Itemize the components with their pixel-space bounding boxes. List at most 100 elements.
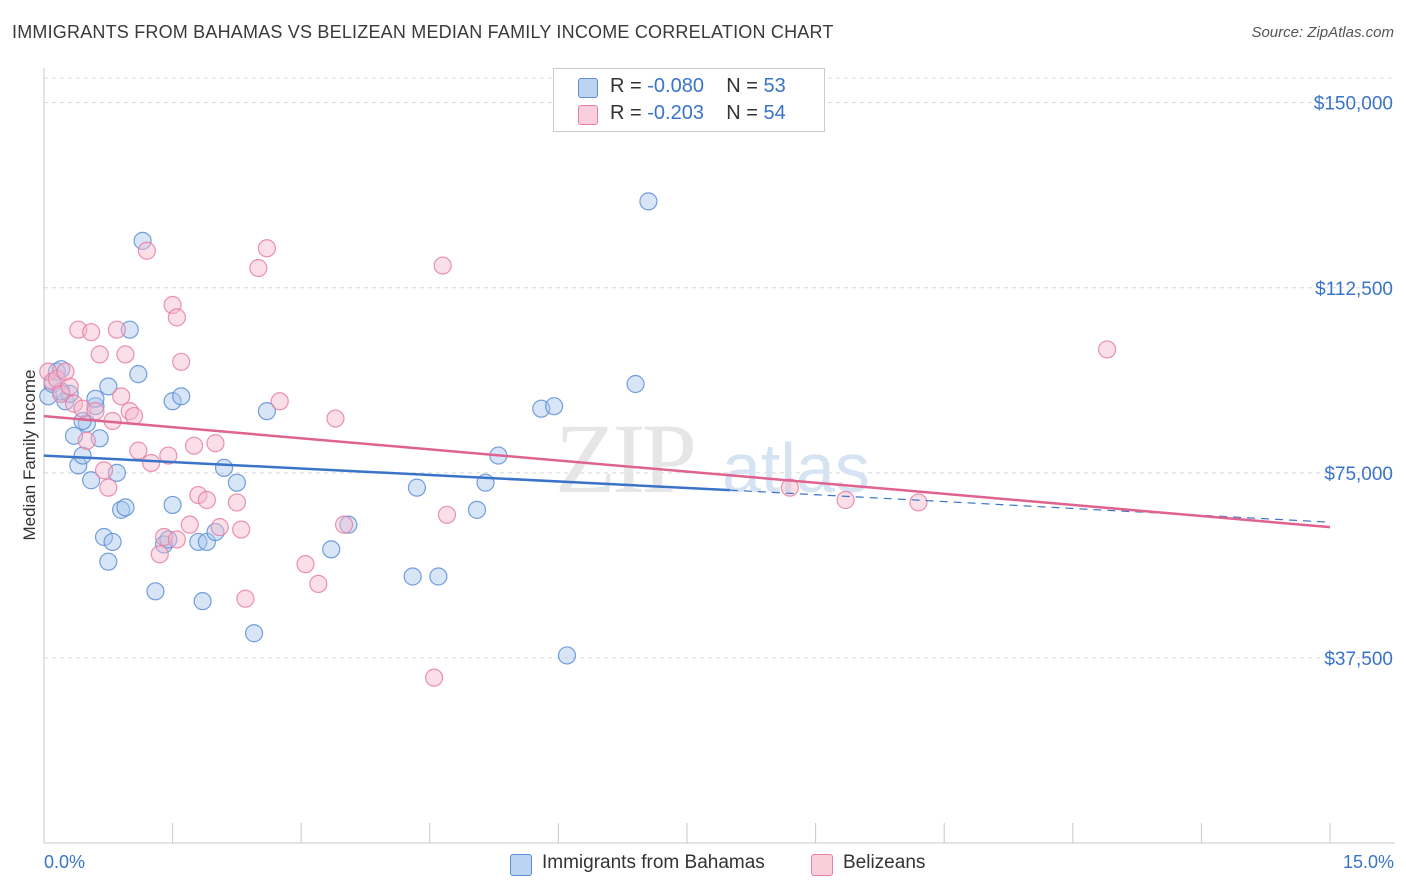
y-tick-label: $112,500 (1315, 279, 1393, 300)
data-point-belizeans (210, 518, 229, 537)
y-tick-label: $150,000 (1314, 94, 1393, 115)
data-point-bahamas (407, 478, 427, 497)
data-point-bahamas (99, 552, 118, 571)
data-point-belizeans (124, 406, 144, 426)
legend-r-label: R = (610, 75, 642, 97)
data-point-belizeans (433, 256, 452, 275)
y-tick-labels: $37,500 $75,000 $112,500 $150,000 (1314, 94, 1393, 670)
data-point-bahamas (467, 500, 487, 519)
data-point-belizeans (309, 574, 328, 593)
x-tick-label-min: 0.0% (44, 852, 86, 872)
data-point-belizeans (296, 555, 315, 574)
data-point-bahamas (116, 498, 135, 517)
watermark-zip: ZIP (555, 403, 693, 514)
data-point-bahamas (103, 532, 122, 552)
series-belizeans-points (39, 239, 1117, 687)
trend-line-belizeans (43, 414, 1331, 529)
y-axis-label: Median Family Income (20, 369, 39, 541)
data-point-belizeans (232, 520, 251, 539)
data-point-bahamas (73, 446, 92, 465)
grid-lines (44, 77, 1395, 659)
data-point-bahamas (626, 374, 645, 394)
data-point-belizeans (836, 490, 855, 510)
data-point-belizeans (82, 323, 101, 342)
data-point-belizeans (167, 308, 186, 327)
data-point-belizeans (56, 362, 75, 381)
data-point-belizeans (107, 320, 126, 339)
data-point-bahamas (133, 231, 152, 250)
legend-swatch-pink (811, 854, 833, 876)
data-point-belizeans (172, 352, 191, 371)
data-point-belizeans (116, 345, 135, 364)
data-point-bahamas (639, 192, 658, 211)
data-point-belizeans (334, 515, 354, 534)
data-point-bahamas (163, 392, 182, 411)
legend-swatch-blue (510, 854, 532, 876)
data-point-belizeans (197, 490, 216, 510)
data-point-bahamas (99, 377, 118, 396)
data-point-belizeans (180, 515, 199, 534)
data-point-bahamas (322, 540, 341, 559)
trend-line-bahamas-extension (729, 489, 1331, 523)
y-tick-label: $37,500 (1324, 649, 1393, 670)
data-point-belizeans (94, 461, 114, 480)
data-point-belizeans (1097, 340, 1117, 359)
data-point-belizeans (167, 530, 186, 549)
legend-r-value: -0.203 (647, 102, 704, 124)
legend-swatch-blue (578, 78, 598, 98)
data-point-belizeans (112, 387, 131, 406)
data-point-belizeans (206, 434, 225, 453)
trend-line-bahamas (43, 454, 730, 492)
data-point-belizeans (780, 478, 799, 497)
data-point-belizeans (437, 505, 457, 524)
series-legend: Immigrants from Bahamas Belizeans (0, 852, 1406, 878)
legend-n-label: N = (726, 102, 758, 124)
data-point-belizeans (90, 345, 109, 364)
data-point-bahamas (163, 495, 182, 515)
data-point-belizeans (60, 377, 79, 396)
legend-label-bahamas: Immigrants from Bahamas (542, 852, 765, 873)
data-point-bahamas (129, 365, 148, 384)
data-point-belizeans (142, 453, 161, 473)
correlation-legend: R = -0.080 N = 53 R = -0.203 N = 54 (553, 68, 825, 132)
chart-title: IMMIGRANTS FROM BAHAMAS VS BELIZEAN MEDI… (12, 22, 834, 42)
data-point-bahamas (94, 527, 114, 547)
data-point-belizeans (249, 258, 268, 278)
legend-swatch-pink (578, 105, 598, 125)
trend-lines (43, 414, 1331, 529)
data-point-belizeans (86, 402, 105, 421)
legend-n-value: 54 (763, 102, 786, 124)
data-point-bahamas (339, 515, 358, 534)
data-point-bahamas (545, 397, 564, 416)
data-point-bahamas (257, 402, 277, 421)
data-point-belizeans (257, 239, 277, 258)
data-point-bahamas (244, 624, 264, 643)
x-tick-label-max: 15.0% (1342, 852, 1394, 872)
data-point-belizeans (137, 241, 156, 260)
data-point-belizeans (99, 478, 118, 497)
axes (43, 68, 1395, 844)
data-point-belizeans (236, 589, 255, 608)
data-point-belizeans (189, 485, 208, 505)
legend-r-label: R = (610, 102, 642, 124)
watermark: ZIP atlas (555, 403, 870, 514)
legend-n-value: 53 (763, 75, 786, 97)
data-point-belizeans (227, 493, 246, 512)
source-label: Source: ZipAtlas.com (1251, 24, 1394, 41)
data-point-bahamas (82, 471, 101, 490)
data-point-bahamas (557, 646, 577, 665)
data-point-bahamas (403, 567, 422, 586)
data-point-bahamas (227, 473, 246, 492)
data-point-belizeans (64, 394, 84, 413)
data-point-bahamas (172, 387, 191, 406)
legend-label-belizeans: Belizeans (843, 852, 926, 873)
data-point-belizeans (129, 441, 148, 460)
data-point-bahamas (193, 592, 212, 611)
data-point-belizeans (184, 436, 204, 455)
data-point-bahamas (120, 320, 139, 339)
data-point-belizeans (150, 545, 169, 564)
data-point-belizeans (326, 409, 345, 428)
data-point-bahamas (429, 567, 448, 586)
legend-r-value: -0.080 (647, 75, 704, 97)
